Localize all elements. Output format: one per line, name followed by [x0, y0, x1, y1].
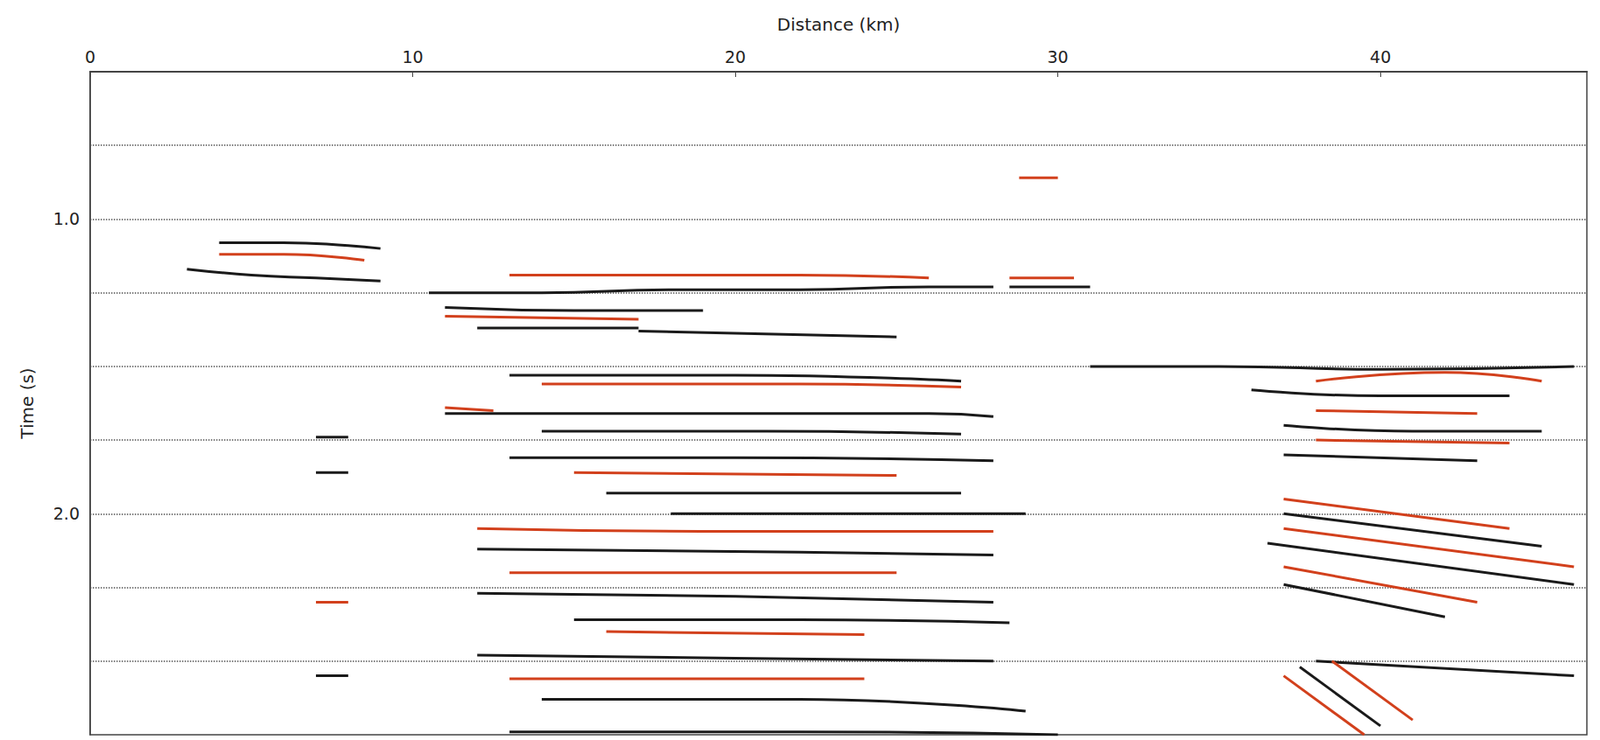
svg-text:Time (s): Time (s) [16, 367, 38, 440]
svg-text:40: 40 [1369, 47, 1391, 67]
svg-text:30: 30 [1047, 47, 1069, 67]
svg-text:0: 0 [84, 47, 96, 67]
svg-text:1.0: 1.0 [53, 209, 80, 229]
svg-text:10: 10 [401, 47, 423, 67]
svg-text:20: 20 [724, 47, 746, 67]
svg-text:2.0: 2.0 [53, 504, 80, 524]
svg-text:Distance (km): Distance (km) [777, 14, 900, 36]
